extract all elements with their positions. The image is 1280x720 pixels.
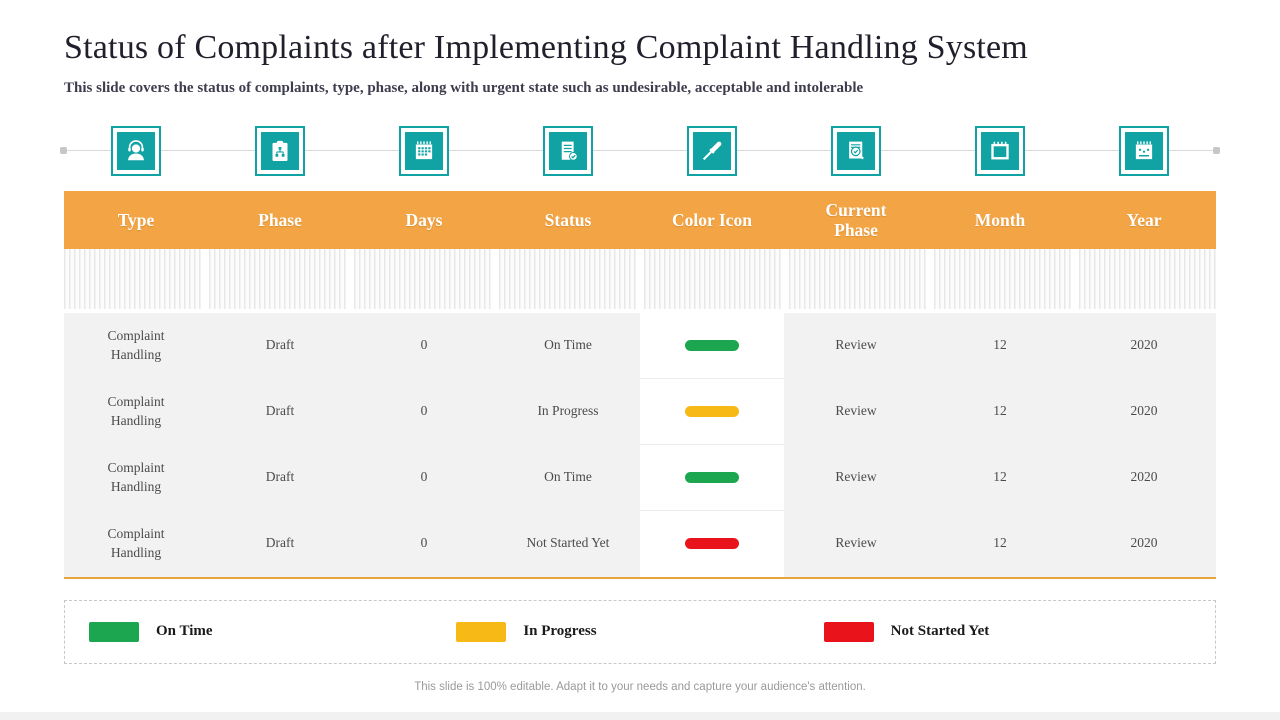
legend-label: Not Started Yet (890, 623, 990, 640)
status-pill (685, 339, 739, 351)
table-bottom-rule (64, 576, 1216, 579)
table-row: Complaint Handling Draft 0 Not Started Y… (64, 510, 1216, 577)
calendar-grid-icon (399, 125, 449, 176)
striped-cell (209, 248, 346, 309)
cell-type: Complaint Handling (64, 510, 208, 577)
cell-status: In Progress (496, 378, 640, 445)
table-body: Complaint Handling Draft 0 On Time Revie… (64, 312, 1216, 577)
cell-year: 2020 (1072, 510, 1216, 577)
cell-year: 2020 (1072, 444, 1216, 511)
status-pill (685, 471, 739, 483)
column-header-status: Status (544, 209, 592, 230)
page-title: Status of Complaints after Implementing … (64, 29, 1028, 66)
legend-label: On Time (156, 623, 213, 640)
cell-status: On Time (496, 312, 640, 379)
cell-days: 0 (352, 312, 496, 379)
complaints-table: Type Phase Days Status Color Icon Curren… (64, 190, 1216, 579)
cell-type: Complaint Handling (64, 444, 208, 511)
placeholder-striped-row (64, 248, 1216, 309)
cell-phase: Draft (208, 510, 352, 577)
table-header-row: Type Phase Days Status Color Icon Curren… (64, 190, 1216, 249)
cell-color-icon (640, 312, 784, 379)
cell-month: 12 (928, 312, 1072, 379)
column-header-current-phase: Current Phase (825, 199, 887, 240)
striped-cell (644, 248, 781, 309)
cell-color-icon (640, 444, 784, 511)
cell-color-icon (640, 378, 784, 445)
timeline-start-dot (60, 146, 67, 154)
cell-days: 0 (352, 378, 496, 445)
legend-label: In Progress (523, 623, 597, 640)
cell-phase: Draft (208, 444, 352, 511)
cell-current-phase: Review (784, 312, 928, 379)
cell-color-icon (640, 510, 784, 577)
cell-type: Complaint Handling (64, 312, 208, 379)
timeline (60, 123, 1220, 179)
status-legend: On Time In Progress Not Started Yet (64, 599, 1216, 664)
legend-item-not-started: Not Started Yet (823, 621, 1191, 642)
striped-cell (64, 248, 201, 309)
cell-type: Complaint Handling (64, 378, 208, 445)
slide-subtitle: This slide covers the status of complain… (64, 79, 864, 96)
green-swatch (89, 621, 139, 642)
document-check-icon (543, 125, 593, 176)
cell-phase: Draft (208, 378, 352, 445)
table-row: Complaint Handling Draft 0 In Progress R… (64, 378, 1216, 445)
cell-days: 0 (352, 510, 496, 577)
status-pill (685, 538, 739, 550)
striped-cell (934, 248, 1071, 309)
clipboard-hierarchy-icon (255, 125, 305, 176)
legend-item-in-progress: In Progress (456, 621, 823, 642)
legend-item-on-time: On Time (89, 621, 456, 642)
column-header-phase: Phase (258, 209, 302, 230)
cell-month: 12 (928, 378, 1072, 445)
cell-status: Not Started Yet (496, 510, 640, 577)
striped-cell (354, 248, 491, 309)
striped-cell (789, 248, 926, 309)
table-row: Complaint Handling Draft 0 On Time Revie… (64, 444, 1216, 511)
cell-status: On Time (496, 444, 640, 511)
calendar-blank-icon (975, 125, 1025, 176)
cell-current-phase: Review (784, 444, 928, 511)
column-header-type: Type (117, 209, 155, 230)
calendar-schedule-icon (1119, 125, 1169, 176)
cell-current-phase: Review (784, 510, 928, 577)
striped-cell (1079, 248, 1216, 309)
column-header-color-icon: Color Icon (672, 209, 752, 230)
table-row: Complaint Handling Draft 0 On Time Revie… (64, 312, 1216, 379)
red-swatch (823, 621, 874, 642)
cell-days: 0 (352, 444, 496, 511)
yellow-swatch (456, 621, 507, 642)
timeline-end-dot (1213, 146, 1220, 154)
cell-month: 12 (928, 510, 1072, 577)
cell-year: 2020 (1072, 378, 1216, 445)
cell-year: 2020 (1072, 312, 1216, 379)
cell-phase: Draft (208, 312, 352, 379)
eyedropper-icon (687, 125, 737, 176)
support-agent-icon (111, 125, 161, 176)
striped-cell (499, 248, 636, 309)
column-header-days: Days (405, 209, 443, 230)
cell-month: 12 (928, 444, 1072, 511)
bottom-edge (0, 712, 1280, 720)
column-header-month: Month (974, 209, 1026, 230)
status-pill (685, 405, 739, 417)
timeline-line (62, 149, 1218, 151)
cell-current-phase: Review (784, 378, 928, 445)
document-search-icon (831, 125, 881, 176)
column-header-year: Year (1126, 209, 1162, 230)
footer-note: This slide is 100% editable. Adapt it to… (414, 680, 866, 693)
